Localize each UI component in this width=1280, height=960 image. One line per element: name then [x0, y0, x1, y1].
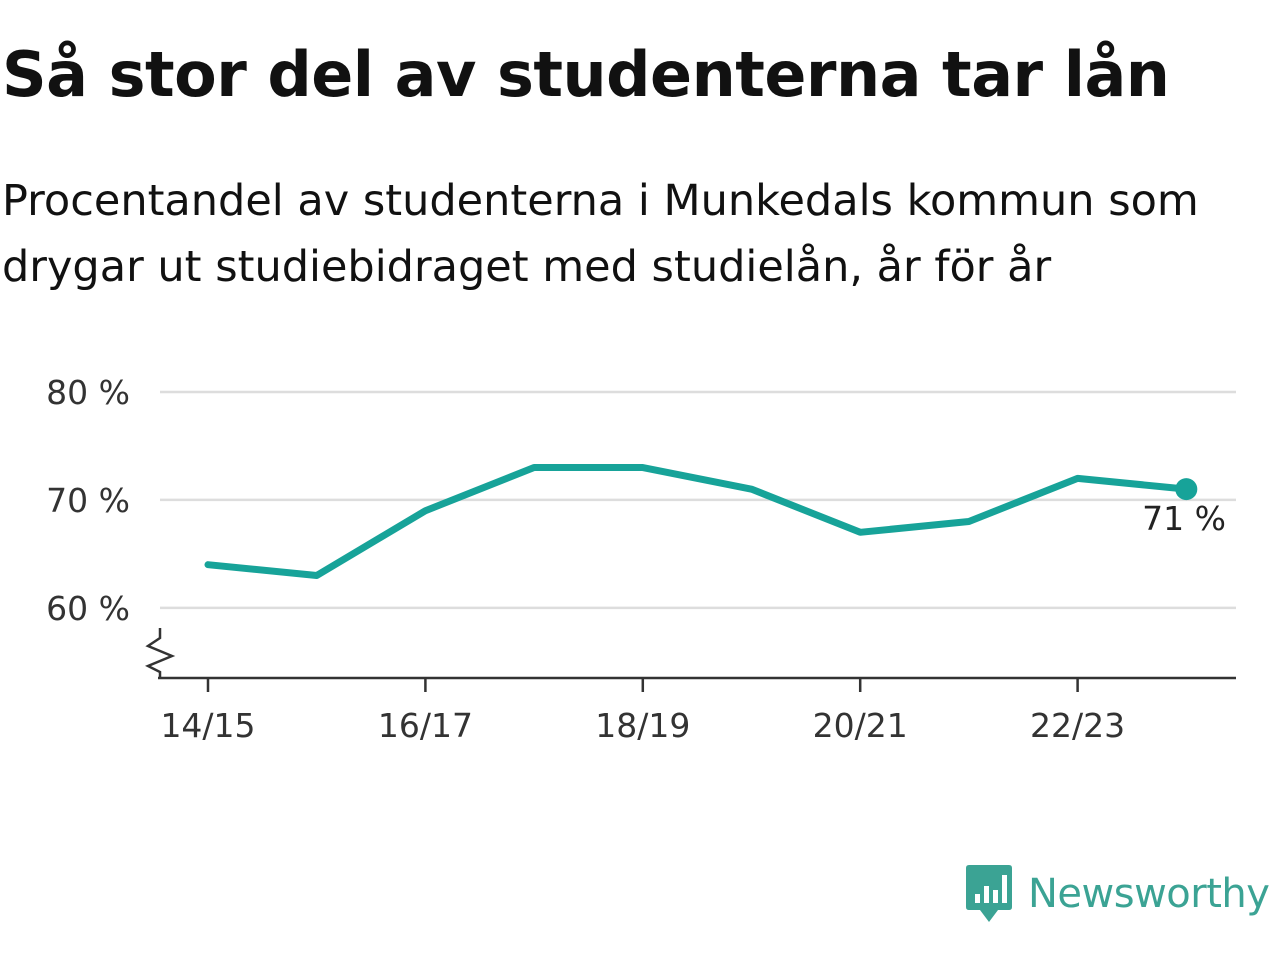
- y-tick-label: 60 %: [46, 589, 130, 628]
- end-point-marker: [1175, 478, 1198, 501]
- chart-title: Så stor del av studenterna tar lån: [2, 38, 1170, 111]
- x-tick-label: 22/23: [1030, 706, 1125, 745]
- x-tick-label: 18/19: [595, 706, 690, 745]
- series-line: [204, 464, 1190, 579]
- y-tick-label: 80 %: [46, 373, 130, 412]
- y-axis-labels: 60 % 70 % 80 %: [46, 373, 130, 628]
- x-tick-label: 16/17: [378, 706, 473, 745]
- newsworthy-logo: Newsworthy: [964, 862, 1270, 926]
- chart-subtitle: Procentandel av studenterna i Munkedals …: [2, 176, 1199, 292]
- x-tick-label: 14/15: [160, 706, 255, 745]
- x-axis-labels: 14/15 16/17 18/19 20/21 22/23: [160, 706, 1125, 745]
- x-axis: [144, 628, 1236, 692]
- newsworthy-logo-icon: [966, 865, 1012, 922]
- brand-name: Newsworthy: [1028, 871, 1270, 917]
- y-tick-label: 70 %: [46, 481, 130, 520]
- series: 71 %: [204, 464, 1226, 579]
- end-value-label: 71 %: [1142, 499, 1226, 538]
- axis-break-icon: [144, 628, 176, 678]
- x-tick-label: 20/21: [813, 706, 908, 745]
- gridlines: [160, 390, 1236, 610]
